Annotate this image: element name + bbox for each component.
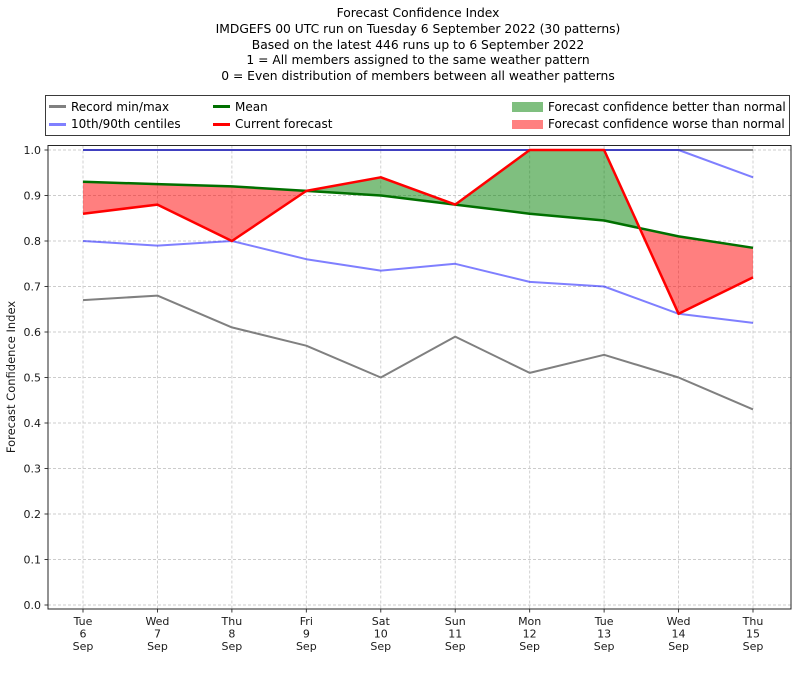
legend-item-confidence-worse: Forecast confidence worse than normal xyxy=(512,117,789,131)
chart-title-line-3: Based on the latest 446 runs up to 6 Sep… xyxy=(251,37,585,52)
better-fill-region xyxy=(455,150,640,229)
y-tick-label: 0.6 xyxy=(24,326,42,339)
x-tick-label: Fri 9 Sep xyxy=(296,615,317,653)
x-tick-label: Thu 8 Sep xyxy=(221,615,243,653)
y-axis-label: Forecast Confidence Index xyxy=(4,301,18,453)
y-tick-label: 0.2 xyxy=(24,508,42,521)
centiles-line-swatch xyxy=(49,122,66,126)
chart-title-line-2: IMDGEFS 00 UTC run on Tuesday 6 Septembe… xyxy=(215,21,621,36)
series-line-current-forecast xyxy=(82,148,754,316)
x-tick-label: Tue 13 Sep xyxy=(594,615,615,653)
legend-item-confidence-better: Forecast confidence better than normal xyxy=(512,100,789,114)
series-line-record-min xyxy=(82,294,754,411)
x-tick-label: Sat 10 Sep xyxy=(370,615,391,653)
x-tick-label: Wed 14 Sep xyxy=(667,615,691,653)
legend-item-current-forecast: Current forecast xyxy=(213,117,512,131)
y-tick-label: 0.0 xyxy=(24,599,42,612)
confidence-worse-patch-swatch xyxy=(512,119,543,129)
legend-label-confidence-worse: Forecast confidence worse than normal xyxy=(548,117,785,132)
legend-label-current-forecast: Current forecast xyxy=(235,117,333,132)
legend-label-record-minmax: Record min/max xyxy=(71,99,170,114)
y-tick-label: 0.1 xyxy=(24,554,42,567)
chart-title-block: Forecast Confidence Index IMDGEFS 00 UTC… xyxy=(45,6,791,85)
y-tick-label: 0.7 xyxy=(24,281,42,294)
y-tick-label: 0.4 xyxy=(24,417,42,430)
chart-title-line-1: Forecast Confidence Index xyxy=(336,6,500,20)
mean-line-swatch xyxy=(213,105,230,109)
series-line-mean xyxy=(82,180,754,250)
chart-title-line-4: 1 = All members assigned to the same wea… xyxy=(246,53,590,68)
legend-item-record-minmax: Record min/max xyxy=(49,100,213,114)
legend-label-confidence-better: Forecast confidence better than normal xyxy=(548,99,786,114)
x-tick-label: Tue 6 Sep xyxy=(73,615,94,653)
y-tick-label: 1.0 xyxy=(24,144,42,157)
y-tick-label: 0.3 xyxy=(24,463,42,476)
current-forecast-line-swatch xyxy=(213,122,230,126)
legend-label-mean: Mean xyxy=(235,99,268,114)
chart-title-line-5: 0 = Even distribution of members between… xyxy=(221,69,615,84)
x-tick-label: Wed 7 Sep xyxy=(145,615,169,653)
y-tick-label: 0.5 xyxy=(24,372,42,385)
legend-item-mean: Mean xyxy=(213,100,512,114)
series-line-90th-centile xyxy=(83,149,754,179)
worse-fill-region xyxy=(83,181,307,241)
x-tick-label: Thu 15 Sep xyxy=(742,615,764,653)
legend-item-centiles: 10th/90th centiles xyxy=(49,117,213,131)
worse-fill-region xyxy=(639,228,753,314)
x-tick-label: Mon 12 Sep xyxy=(518,615,541,653)
y-tick-label: 0.8 xyxy=(24,235,42,248)
confidence-better-patch-swatch xyxy=(512,102,543,112)
y-tick-label: 0.9 xyxy=(24,190,42,203)
legend: Record min/max 10th/90th centiles Mean C… xyxy=(45,95,790,136)
legend-label-centiles: 10th/90th centiles xyxy=(71,117,181,132)
record-minmax-line-swatch xyxy=(49,105,66,109)
x-tick-label: Sun 11 Sep xyxy=(445,615,466,653)
series-line-10th-centile xyxy=(82,240,754,324)
